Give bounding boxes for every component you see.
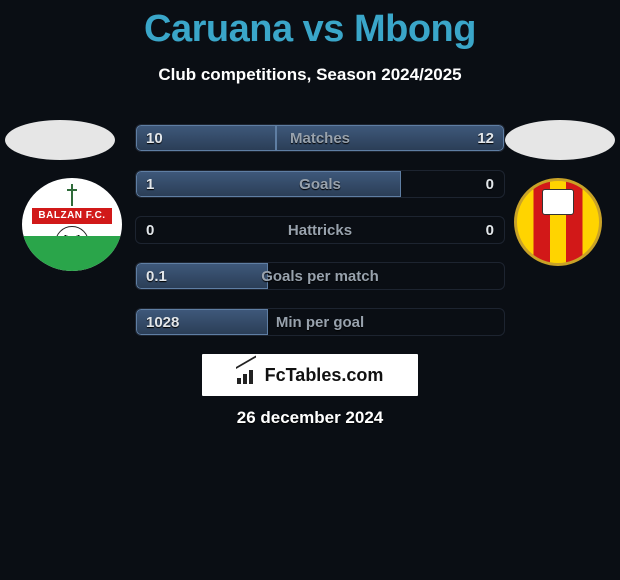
player-photo-right: [505, 120, 615, 160]
bar-chart-icon: [237, 366, 259, 384]
brand-text: FcTables.com: [265, 365, 384, 386]
stat-row: 1028Min per goal: [135, 308, 505, 336]
page-subtitle: Club competitions, Season 2024/2025: [0, 65, 620, 85]
stat-row: 0Hattricks0: [135, 216, 505, 244]
page-title: Caruana vs Mbong: [0, 0, 620, 51]
stats-panel: 10Matches121Goals00Hattricks00.1Goals pe…: [135, 124, 505, 354]
stat-label: Matches: [136, 125, 504, 151]
stat-value-right: [484, 263, 504, 289]
stat-label: Goals per match: [136, 263, 504, 289]
player-photo-left: [5, 120, 115, 160]
stat-row: 1Goals0: [135, 170, 505, 198]
stat-label: Min per goal: [136, 309, 504, 335]
date-label: 26 december 2024: [0, 408, 620, 428]
stat-value-right: 0: [476, 217, 504, 243]
club-badge-right: [514, 178, 602, 266]
stat-row: 0.1Goals per match: [135, 262, 505, 290]
cross-icon: [67, 184, 77, 206]
stat-value-right: 12: [467, 125, 504, 151]
brand-badge[interactable]: FcTables.com: [202, 354, 418, 396]
stat-label: Hattricks: [136, 217, 504, 243]
stat-value-right: 0: [476, 171, 504, 197]
stat-label: Goals: [136, 171, 504, 197]
stat-value-right: [484, 309, 504, 335]
stat-row: 10Matches12: [135, 124, 505, 152]
club-badge-left: BALZAN F.C.: [22, 178, 122, 271]
club-banner-text: BALZAN F.C.: [32, 208, 112, 225]
